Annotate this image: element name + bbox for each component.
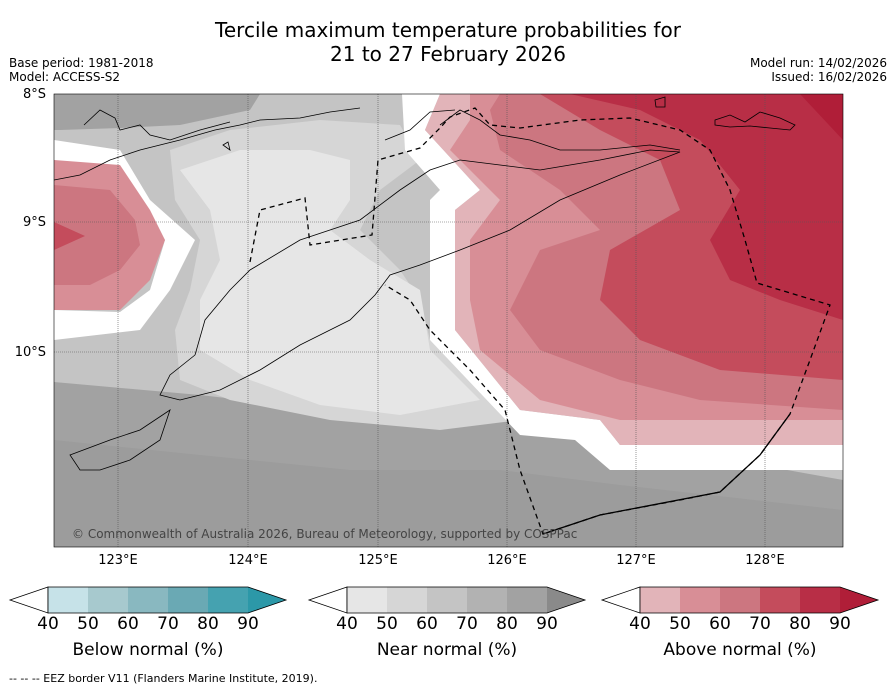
below-tick-50: 50 xyxy=(77,614,99,634)
lon-label-123e: 123°E xyxy=(98,553,138,568)
above-tick-60: 60 xyxy=(709,614,731,634)
model-run: Model run: 14/02/2026 xyxy=(749,56,887,70)
near-tick-40: 40 xyxy=(336,614,358,634)
near-normal-70-north xyxy=(54,94,260,130)
below-tick-60: 60 xyxy=(117,614,139,634)
colorbar-near-40 xyxy=(347,587,387,613)
colorbar-above-high-arrow xyxy=(840,587,878,613)
map-title: Tercile maximum temperature probabilitie… xyxy=(0,18,896,66)
lat-label-9s: 9°S xyxy=(22,215,46,230)
colorbar-near-50 xyxy=(387,587,427,613)
white-transition-west xyxy=(54,140,195,340)
legend-title-above-normal: Above normal (%) xyxy=(663,640,817,660)
near-tick-80: 80 xyxy=(496,614,518,634)
lon-label-126e: 126°E xyxy=(487,553,527,568)
colorbar-near-low-arrow xyxy=(307,586,348,614)
colorbar-above-40 xyxy=(640,587,680,613)
above-tick-90: 90 xyxy=(829,614,851,634)
colorbar-above-50 xyxy=(680,587,720,613)
near-normal-40 xyxy=(180,150,480,415)
above-normal-90 xyxy=(800,94,843,140)
colorbar-near-70 xyxy=(467,587,507,613)
issued-date: Issued: 16/02/2026 xyxy=(771,70,887,84)
near-tick-90: 90 xyxy=(536,614,558,634)
legend-below-normal xyxy=(8,586,288,614)
above-normal-west-60 xyxy=(54,185,140,285)
eez-footnote: -- -- -- EEZ border V11 (Flanders Marine… xyxy=(9,672,318,685)
legend-near-normal xyxy=(307,586,587,614)
near-normal-80-south xyxy=(54,440,843,547)
above-tick-70: 70 xyxy=(749,614,771,634)
below-tick-90: 90 xyxy=(237,614,259,634)
colorbar-near-60 xyxy=(427,587,467,613)
lat-label-10s: 10°S xyxy=(14,345,46,360)
colorbar-near-80 xyxy=(507,587,547,613)
colorbar-below-50 xyxy=(88,587,128,613)
lat-label-8s: 8°S xyxy=(22,87,46,102)
lon-label-125e: 125°E xyxy=(358,553,398,568)
colorbar-below-low-arrow xyxy=(8,586,49,614)
title-line-2: 21 to 27 February 2026 xyxy=(330,42,566,66)
colorbar-below-60 xyxy=(128,587,168,613)
model-name: Model: ACCESS-S2 xyxy=(9,70,121,84)
lon-label-127e: 127°E xyxy=(616,553,656,568)
colorbar-above-70 xyxy=(760,587,800,613)
above-normal-west-70 xyxy=(54,222,85,250)
title-line-1: Tercile maximum temperature probabilitie… xyxy=(215,18,681,42)
legend-title-below-normal: Below normal (%) xyxy=(72,640,224,660)
legend-title-near-normal: Near normal (%) xyxy=(376,640,518,660)
below-tick-80: 80 xyxy=(197,614,219,634)
above-normal-80 xyxy=(570,94,843,320)
near-tick-60: 60 xyxy=(416,614,438,634)
legend-above-normal xyxy=(600,586,880,614)
map-panel: © Commonwealth of Australia 2026, Bureau… xyxy=(54,94,843,547)
eez-boundary-solid xyxy=(542,413,791,535)
base-period: Base period: 1981-2018 xyxy=(9,56,154,70)
colorbar-below-70 xyxy=(168,587,208,613)
lon-label-124e: 124°E xyxy=(228,553,268,568)
colorbar-near-high-arrow xyxy=(547,587,585,613)
eez-border xyxy=(249,107,831,535)
copyright-text: © Commonwealth of Australia 2026, Bureau… xyxy=(72,527,577,541)
model-info: Base period: 1981-2018 Model: ACCESS-S2 xyxy=(9,56,154,84)
colorbar-above-80 xyxy=(800,587,840,613)
map-frame xyxy=(53,93,844,548)
below-tick-40: 40 xyxy=(37,614,59,634)
coastlines xyxy=(54,96,796,471)
colorbar-above-60 xyxy=(720,587,760,613)
colorbar-above-low-arrow xyxy=(600,586,641,614)
colorbar-below-high-arrow xyxy=(248,587,286,613)
lon-label-128e: 128°E xyxy=(745,553,785,568)
near-tick-70: 70 xyxy=(456,614,478,634)
run-info: Model run: 14/02/2026 Issued: 16/02/2026 xyxy=(750,56,887,84)
above-tick-80: 80 xyxy=(789,614,811,634)
graticule xyxy=(54,94,843,547)
above-tick-40: 40 xyxy=(629,614,651,634)
above-tick-50: 50 xyxy=(669,614,691,634)
colorbar-below-80 xyxy=(208,587,248,613)
below-tick-70: 70 xyxy=(157,614,179,634)
near-tick-50: 50 xyxy=(376,614,398,634)
colorbar-below-40 xyxy=(48,587,88,613)
